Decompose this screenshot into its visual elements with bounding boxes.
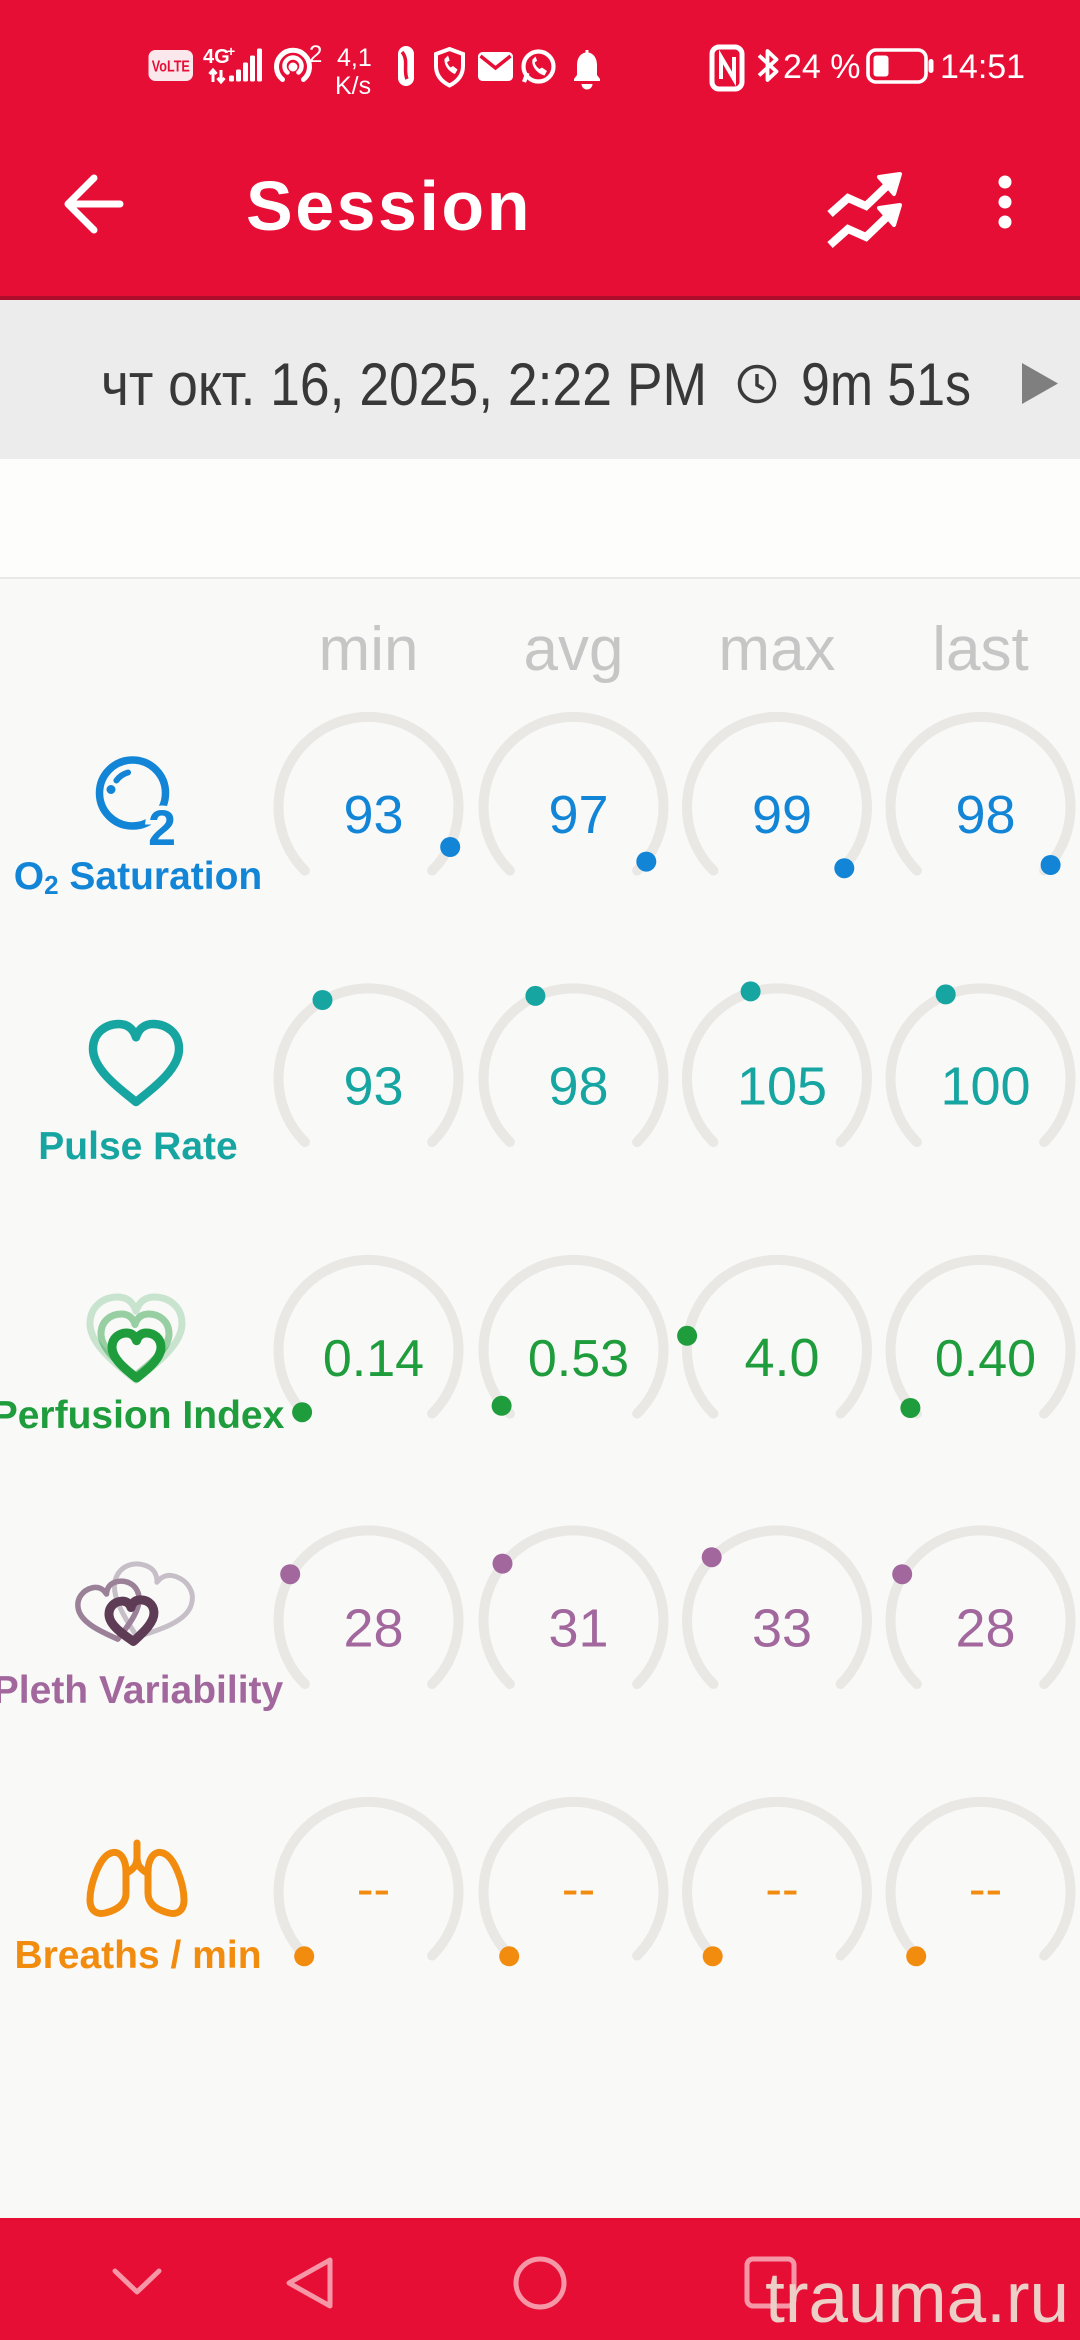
svg-text:Session: Session (246, 167, 532, 245)
svg-text:0.53: 0.53 (528, 1330, 629, 1388)
svg-text:9m 51s: 9m 51s (801, 351, 971, 418)
svg-text:Pleth Variability: Pleth Variability (0, 1669, 284, 1712)
svg-text:trauma.ru: trauma.ru (765, 2259, 1069, 2338)
svg-text:97: 97 (548, 785, 608, 845)
svg-text:33: 33 (752, 1599, 812, 1659)
svg-text:2: 2 (148, 800, 176, 856)
svg-text:14:51: 14:51 (940, 48, 1025, 86)
svg-text:2: 2 (309, 41, 322, 68)
svg-text:O2 Saturation: O2 Saturation (14, 855, 263, 900)
svg-text:0.14: 0.14 (323, 1330, 424, 1388)
svg-text:max: max (718, 615, 835, 684)
svg-text:98: 98 (955, 785, 1015, 845)
svg-text:100: 100 (940, 1057, 1030, 1117)
svg-text:31: 31 (548, 1599, 608, 1659)
svg-text:min: min (319, 615, 419, 684)
svg-text:4G: 4G (203, 46, 230, 68)
svg-text:4,1: 4,1 (337, 44, 372, 72)
svg-text:24 %: 24 % (783, 48, 861, 86)
svg-text:98: 98 (548, 1057, 608, 1117)
svg-text:93: 93 (343, 1057, 403, 1117)
svg-text:чт окт. 16, 2025, 2:22 PM: чт окт. 16, 2025, 2:22 PM (101, 351, 707, 418)
svg-text:28: 28 (955, 1599, 1015, 1659)
svg-text:105: 105 (737, 1057, 827, 1117)
svg-text:4.0: 4.0 (744, 1328, 819, 1388)
svg-text:0.40: 0.40 (935, 1330, 1036, 1388)
svg-text:99: 99 (752, 785, 812, 845)
svg-text:93: 93 (343, 785, 403, 845)
svg-text:Perfusion Index: Perfusion Index (0, 1394, 285, 1437)
svg-text:--: -- (765, 1861, 798, 1917)
svg-text:--: -- (357, 1861, 390, 1917)
svg-text:--: -- (562, 1861, 595, 1917)
svg-text:avg: avg (524, 615, 624, 684)
svg-text:+: + (227, 43, 235, 59)
svg-text:Pulse Rate: Pulse Rate (38, 1125, 237, 1168)
svg-text:--: -- (969, 1861, 1002, 1917)
svg-text:last: last (932, 615, 1028, 684)
svg-text:K/s: K/s (335, 72, 371, 100)
svg-text:VoLTE: VoLTE (152, 59, 190, 76)
svg-text:28: 28 (343, 1599, 403, 1659)
svg-text:Breaths / min: Breaths / min (14, 1934, 261, 1977)
